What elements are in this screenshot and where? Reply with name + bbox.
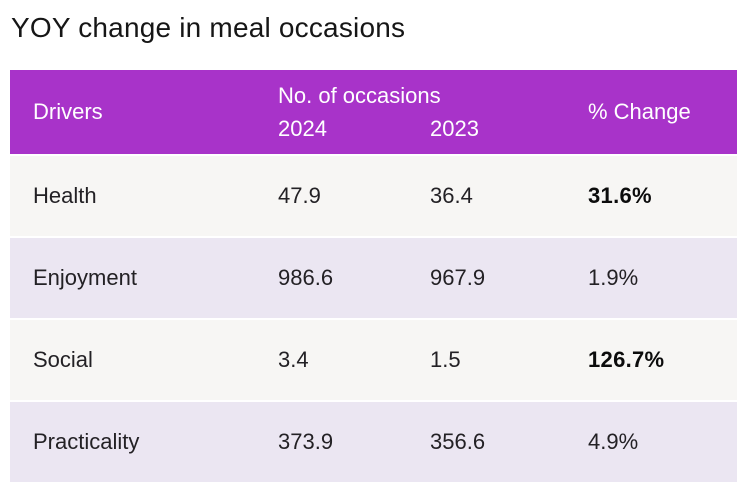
pct-change-cell: 126.7%	[588, 347, 665, 372]
table-header: Drivers No. of occasions 2024 2023 % Cha…	[10, 70, 737, 154]
column-header-2024: 2024	[278, 116, 327, 141]
table-row: Enjoyment 986.6 967.9 1.9%	[10, 236, 737, 318]
occasions-2023-cell: 967.9	[430, 265, 486, 290]
occasions-2024-cell: 3.4	[278, 347, 309, 372]
driver-name-cell: Social	[33, 347, 93, 372]
driver-name-cell: Health	[33, 183, 97, 208]
occasions-2023-cell: 356.6	[430, 429, 486, 454]
table-row: Health 47.9 36.4 31.6%	[10, 154, 737, 236]
occasions-2024-cell: 47.9	[278, 183, 321, 208]
column-header-pct-change: % Change	[588, 99, 691, 124]
occasions-2024-cell: 986.6	[278, 265, 334, 290]
table-row: Social 3.4 1.5 126.7%	[10, 318, 737, 400]
column-group-occasions: No. of occasions	[278, 83, 441, 108]
table-row: Practicality 373.9 356.6 4.9%	[10, 400, 737, 482]
table-body: Health 47.9 36.4 31.6% Enjoyment 986.6 967.9 1.…	[10, 154, 737, 482]
occasions-2023-cell: 36.4	[430, 183, 473, 208]
column-header-2023: 2023	[430, 116, 479, 141]
driver-name-cell: Enjoyment	[33, 265, 137, 290]
yoy-table: Drivers No. of occasions 2024 2023 % Cha…	[10, 70, 737, 482]
pct-change-cell: 31.6%	[588, 183, 652, 208]
column-header-drivers: Drivers	[33, 99, 103, 124]
occasions-2024-cell: 373.9	[278, 429, 334, 454]
pct-change-cell: 4.9%	[588, 429, 639, 454]
pct-change-cell: 1.9%	[588, 265, 639, 290]
occasions-2023-cell: 1.5	[430, 347, 461, 372]
page-title: YOY change in meal occasions	[11, 12, 406, 43]
driver-name-cell: Practicality	[33, 429, 140, 454]
